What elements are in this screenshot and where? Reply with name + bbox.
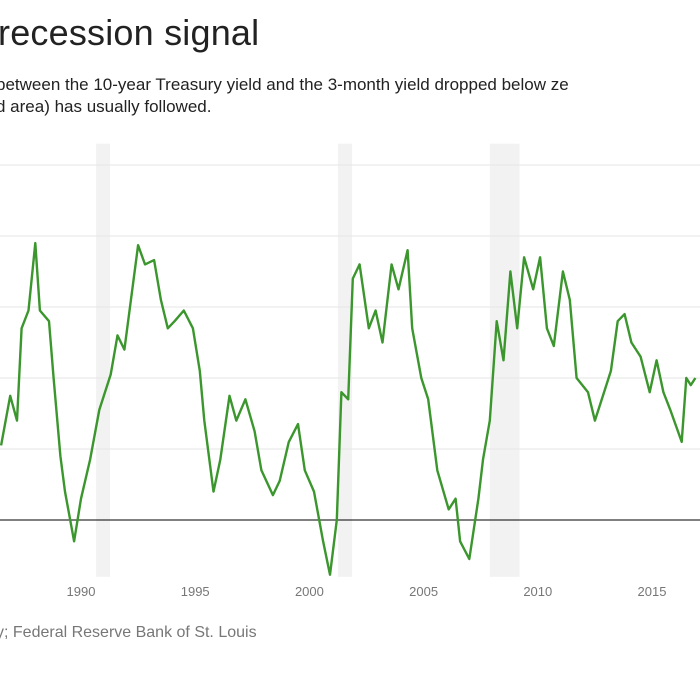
gridlines bbox=[0, 164, 700, 521]
source-note: y; Federal Reserve Bank of St. Louis bbox=[0, 624, 257, 641]
subtitle-line: between the 10-year Treasury yield and t… bbox=[0, 75, 569, 94]
x-axis-ticks: 1990 1995 2000 2005 2010 2015 bbox=[67, 584, 667, 599]
x-tick-label: 2000 bbox=[295, 584, 324, 599]
x-tick-label: 2015 bbox=[638, 584, 667, 599]
x-tick-label: 2010 bbox=[523, 584, 552, 599]
recession-band bbox=[96, 143, 111, 577]
x-tick-label: 2005 bbox=[409, 584, 438, 599]
spread-series-line bbox=[0, 241, 697, 576]
series-lines bbox=[0, 241, 697, 576]
x-tick-label: 1990 bbox=[67, 584, 96, 599]
chart-subtitle: between the 10-year Treasury yield and t… bbox=[0, 74, 569, 118]
chart-title: recession signal bbox=[0, 12, 260, 53]
x-tick-label: 1995 bbox=[181, 584, 210, 599]
recession-band bbox=[337, 143, 353, 577]
subtitle-line: d area) has usually followed. bbox=[0, 97, 212, 116]
